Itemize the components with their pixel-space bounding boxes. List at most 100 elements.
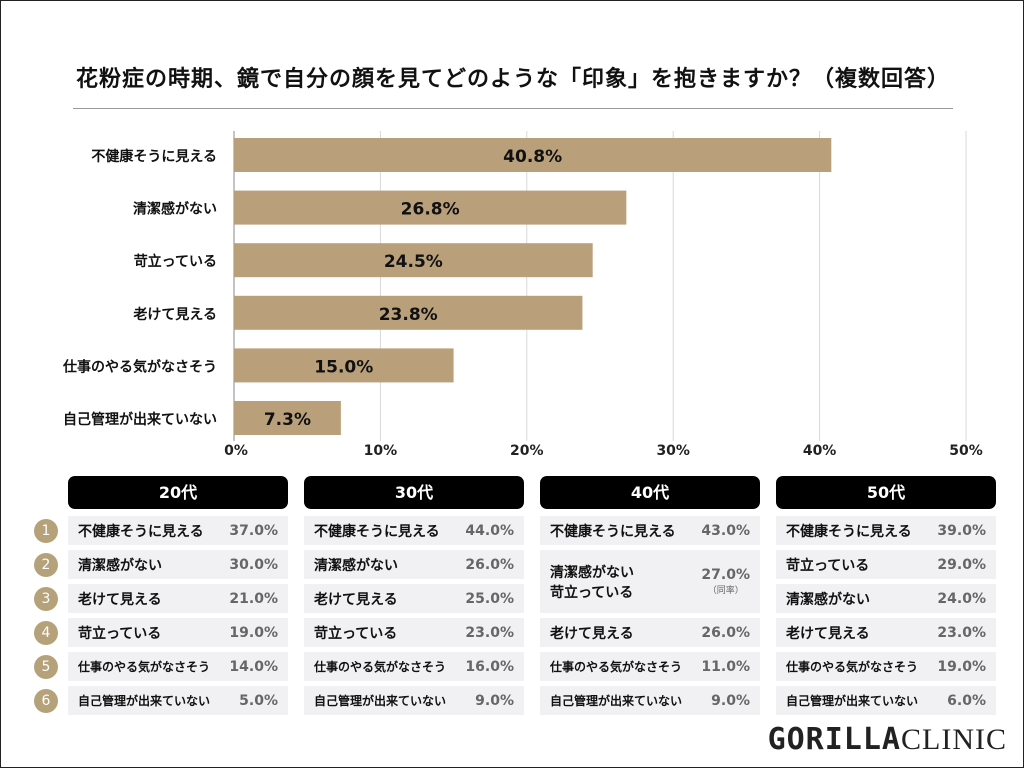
ranking-row: 老けて見える26.0%	[540, 618, 760, 647]
ranking-row: 自己管理が出来ていない 5.0%	[68, 686, 288, 715]
tick-label: 20%	[510, 443, 544, 459]
ranking-percent: 30.0%	[229, 557, 278, 573]
age-group-header: 40代	[540, 476, 760, 509]
ranking-row: 清潔感がない 24.0%	[776, 584, 996, 613]
ranking-row: 不健康そうに見える 37.0%	[68, 516, 288, 545]
ranking-percent: 16.0%	[465, 659, 514, 675]
ranking-percent: 27.0%（同率）	[701, 567, 750, 596]
data-label: 23.8%	[379, 305, 438, 325]
tick-label: 10%	[364, 443, 398, 459]
age-group-20代: 20代不健康そうに見える 37.0% 清潔感がない 30.0% 老けて見える 21.0% 苛…	[68, 476, 288, 721]
ranking-percent: 9.0%	[711, 693, 750, 709]
ranking-label: 老けて見える	[786, 623, 870, 643]
tick-label: 50%	[949, 443, 983, 459]
ranking-label: 清潔感がない苛立っている	[550, 562, 634, 602]
rank-badge: 3	[34, 587, 58, 611]
ranking-row: 不健康そうに見える 44.0%	[304, 516, 524, 545]
ranking-row: 清潔感がない 30.0%	[68, 550, 288, 579]
age-group-50代: 50代不健康そうに見える 39.0% 苛立っている 29.0% 清潔感がない 24.0% 老…	[776, 476, 996, 721]
ranking-row: 自己管理が出来ていない 6.0%	[776, 686, 996, 715]
age-group-header: 20代	[68, 476, 288, 509]
ranking-percent: 29.0%	[937, 557, 986, 573]
data-label: 24.5%	[384, 252, 443, 272]
ranking-row: 苛立っている 19.0%	[68, 618, 288, 647]
ranking-percent: 23.0%	[937, 625, 986, 641]
ranking-label: 苛立っている	[78, 623, 161, 643]
ranking-label: 自己管理が出来ていない	[78, 692, 210, 709]
tick-label: 30%	[656, 443, 690, 459]
ranking-label: 仕事のやる気がなさそう	[786, 658, 918, 675]
ranking-row: 老けて見える 25.0%	[304, 584, 524, 613]
data-label: 40.8%	[503, 147, 562, 167]
ranking-label: 自己管理が出来ていない	[786, 692, 918, 709]
ranking-label: 清潔感がない	[786, 589, 870, 609]
category-label: 苛立っている	[134, 253, 217, 270]
data-label: 7.3%	[264, 410, 311, 430]
category-label: 不健康そうに見える	[91, 148, 217, 165]
ranking-label: 老けて見える	[314, 589, 398, 609]
ranking-row: 老けて見える 21.0%	[68, 584, 288, 613]
ranking-label: 苛立っている	[314, 623, 397, 643]
ranking-percent: 43.0%	[701, 523, 750, 539]
category-label: 老けて見える	[133, 306, 217, 323]
ranking-label: 老けて見える	[550, 623, 634, 643]
rank-badge: 4	[34, 621, 58, 645]
ranking-percent: 24.0%	[937, 591, 986, 607]
ranking-label: 清潔感がない	[314, 555, 398, 575]
tick-label: 40%	[803, 443, 837, 459]
ranking-row: 苛立っている 23.0%	[304, 618, 524, 647]
ranking-row: 仕事のやる気がなさそう 11.0%	[540, 652, 760, 681]
ranking-percent: 25.0%	[465, 591, 514, 607]
rank-badge: 1	[34, 519, 58, 543]
ranking-label: 仕事のやる気がなさそう	[78, 658, 210, 675]
ranking-label: 仕事のやる気がなさそう	[314, 658, 446, 675]
ranking-percent: 5.0%	[239, 693, 278, 709]
ranking-label: 老けて見える	[78, 589, 162, 609]
ranking-label: 自己管理が出来ていない	[314, 692, 446, 709]
rank-badge: 5	[34, 655, 58, 679]
ranking-label: 不健康そうに見える	[314, 521, 440, 541]
ranking-row: 不健康そうに見える 39.0%	[776, 516, 996, 545]
ranking-label: 苛立っている	[786, 555, 869, 575]
ranking-percent: 26.0%	[465, 557, 514, 573]
ranking-percent: 14.0%	[229, 659, 278, 675]
data-label: 26.8%	[401, 200, 460, 220]
ranking-percent: 23.0%	[465, 625, 514, 641]
category-label: 仕事のやる気がなさそう	[62, 358, 217, 375]
ranking-row: 自己管理が出来ていない 9.0%	[540, 686, 760, 715]
ranking-label: 自己管理が出来ていない	[550, 692, 682, 709]
ranking-percent: 11.0%	[701, 659, 750, 675]
rank-badge: 6	[34, 689, 58, 713]
category-label: 清潔感がない	[133, 201, 217, 218]
bar-chart: 0%10%20%30%40%50%不健康そうに見える40.8%清潔感がない26.…	[1, 1, 1024, 471]
ranking-label: 仕事のやる気がなさそう	[550, 658, 682, 675]
ranking-row: 老けて見える 23.0%	[776, 618, 996, 647]
ranking-row: 清潔感がない苛立っている 27.0%（同率）	[540, 550, 760, 613]
age-group-40代: 40代不健康そうに見える 43.0% 清潔感がない苛立っている 27.0%（同率） 老け…	[540, 476, 760, 721]
ranking-row: 苛立っている 29.0%	[776, 550, 996, 579]
ranking-percent: 39.0%	[937, 523, 986, 539]
ranking-row: 仕事のやる気がなさそう 16.0%	[304, 652, 524, 681]
age-group-header: 30代	[304, 476, 524, 509]
ranking-row: 仕事のやる気がなさそう 14.0%	[68, 652, 288, 681]
ranking-percent: 44.0%	[465, 523, 514, 539]
age-group-30代: 30代不健康そうに見える 44.0% 清潔感がない 26.0% 老けて見える 25.0% 苛…	[304, 476, 524, 721]
ranking-label: 不健康そうに見える	[550, 521, 676, 541]
ranking-row: 自己管理が出来ていない 9.0%	[304, 686, 524, 715]
ranking-percent: 6.0%	[947, 693, 986, 709]
age-group-header: 50代	[776, 476, 996, 509]
ranking-label: 不健康そうに見える	[786, 521, 912, 541]
ranking-row: 仕事のやる気がなさそう 19.0%	[776, 652, 996, 681]
data-label: 15.0%	[314, 357, 373, 377]
ranking-percent: 19.0%	[937, 659, 986, 675]
ranking-row: 不健康そうに見える 43.0%	[540, 516, 760, 545]
ranking-row: 清潔感がない 26.0%	[304, 550, 524, 579]
ranking-percent: 21.0%	[229, 591, 278, 607]
ranking-percent: 9.0%	[475, 693, 514, 709]
ranking-percent: 37.0%	[229, 523, 278, 539]
ranking-percent: 19.0%	[229, 625, 278, 641]
ranking-label: 不健康そうに見える	[78, 521, 204, 541]
category-label: 自己管理が出来ていない	[63, 411, 217, 428]
gorilla-clinic-logo: GORILLACLINIC	[768, 722, 1007, 757]
ranking-label: 清潔感がない	[78, 555, 162, 575]
